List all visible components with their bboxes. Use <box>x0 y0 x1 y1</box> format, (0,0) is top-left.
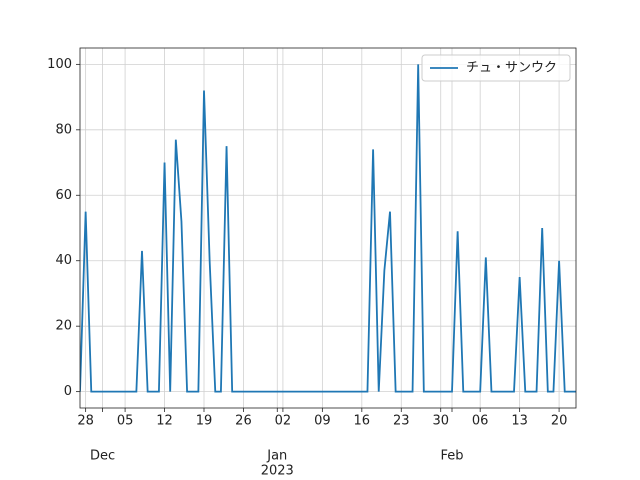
x-tick-label: 23 <box>393 414 410 429</box>
x-tick-label: 12 <box>156 414 173 429</box>
offset-label: 2023 <box>261 464 294 479</box>
legend: チュ・サンウク <box>421 54 571 82</box>
x-tick-label: 06 <box>472 414 489 429</box>
legend-box <box>421 54 571 82</box>
y-tick-label: 20 <box>55 319 72 334</box>
x-tick-label: 05 <box>117 414 134 429</box>
y-tick-label: 0 <box>64 384 72 399</box>
x-tick-label: 16 <box>354 414 371 429</box>
month-label: Jan <box>266 449 287 464</box>
x-tick-label: 20 <box>551 414 568 429</box>
y-tick-label: 40 <box>55 253 72 268</box>
y-tick-label: 80 <box>55 122 72 137</box>
x-tick-label: 09 <box>314 414 331 429</box>
x-tick-label: 30 <box>432 414 449 429</box>
y-tick-label: 100 <box>47 57 72 72</box>
month-label: Feb <box>440 449 463 464</box>
month-label: Dec <box>90 449 115 464</box>
plot-frame <box>79 47 577 409</box>
x-tick-label: 28 <box>77 414 94 429</box>
data-line <box>80 64 576 393</box>
x-tick-label: 26 <box>235 414 252 429</box>
x-tick-label: 13 <box>511 414 528 429</box>
legend-label: チュ・サンウク <box>466 61 557 76</box>
x-tick-label: 19 <box>196 414 213 429</box>
x-tick-label: 02 <box>275 414 292 429</box>
y-tick-label: 60 <box>55 188 72 203</box>
